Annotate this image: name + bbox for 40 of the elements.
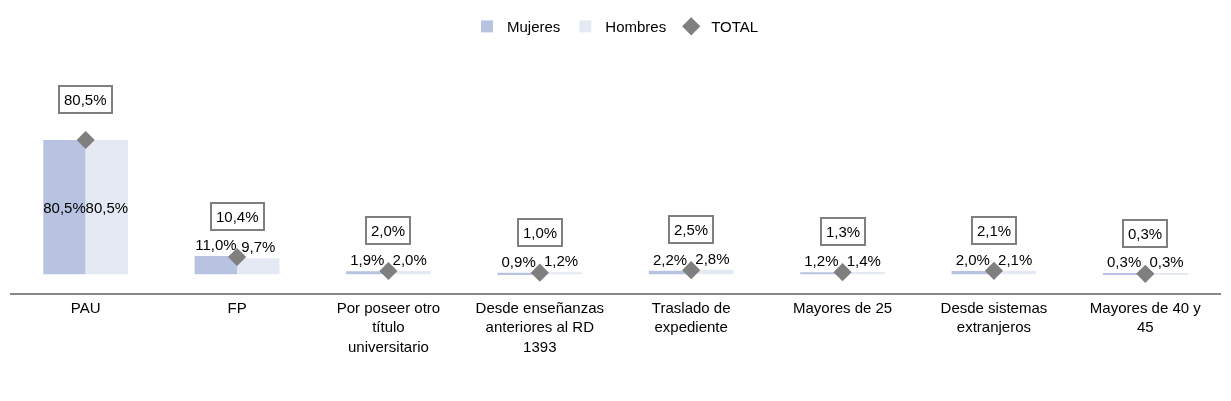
data-label: 2,0% [371,222,406,239]
bar [43,140,86,275]
x-tick-label: Mayores de 40 y 45 [1089,298,1202,336]
legend-label: Hombres [605,18,667,36]
x-tick-label: FP [227,298,247,316]
data-label: 80,5% [43,198,86,216]
data-label: 11,0% [195,235,237,253]
point [76,130,95,150]
data-label: 10,4% [216,208,259,225]
data-label: 0,3% [1107,253,1142,270]
data-label: 0,3% [1149,253,1184,270]
data-label: 2,8% [695,249,730,267]
bar [194,255,238,275]
x-tick-label: Por poseer otro título universitario [336,298,441,355]
data-label: 2,0% [392,251,427,269]
data-label: 2,0% [955,251,990,269]
x-tick-label: Desde sistemas extranjeros [940,298,1048,336]
data-label: 2,1% [998,250,1033,268]
x-tick-label: Mayores de 25 [792,298,893,316]
data-label: 1,9% [350,251,385,269]
x-tick-label: Desde enseñanzas anteriores al RD 1393 [475,298,605,355]
data-label: 1,3% [826,223,861,240]
bar [85,140,129,275]
bar [237,258,280,275]
data-label: 2,5% [674,221,709,238]
legend-label: Mujeres [507,18,561,36]
legend-label: TOTAL [711,18,759,36]
data-label: 2,1% [977,222,1012,239]
data-label: 2,2% [652,250,688,268]
data-label: 0,3% [1128,225,1163,242]
data-label: 80,5% [64,91,107,108]
data-label: 80,5% [85,198,129,216]
x-tick-label: PAU [70,298,101,316]
data-label: 9,7% [241,238,276,256]
data-label: 1,4% [846,252,881,270]
x-tick-label: Traslado de expediente [651,298,731,336]
data-label: 1,0% [523,224,558,241]
data-label: 1,2% [543,252,579,270]
data-label: 1,2% [804,252,839,270]
data-label: 0,9% [501,252,536,270]
